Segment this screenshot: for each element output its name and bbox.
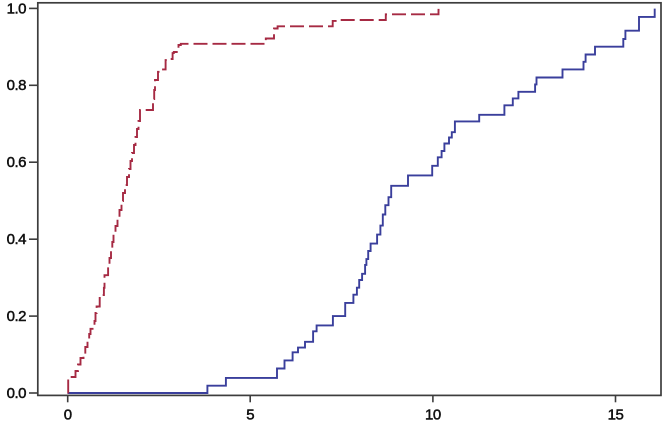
- svg-text:0.4: 0.4: [7, 231, 27, 248]
- svg-text:0: 0: [64, 407, 72, 424]
- svg-text:0.2: 0.2: [7, 308, 27, 325]
- svg-text:0.8: 0.8: [7, 77, 27, 94]
- svg-text:5: 5: [246, 407, 254, 424]
- svg-text:0.0: 0.0: [7, 385, 27, 402]
- svg-text:10: 10: [425, 407, 441, 424]
- svg-text:0.6: 0.6: [7, 154, 27, 171]
- svg-text:15: 15: [608, 407, 624, 424]
- svg-text:1.0: 1.0: [7, 0, 27, 17]
